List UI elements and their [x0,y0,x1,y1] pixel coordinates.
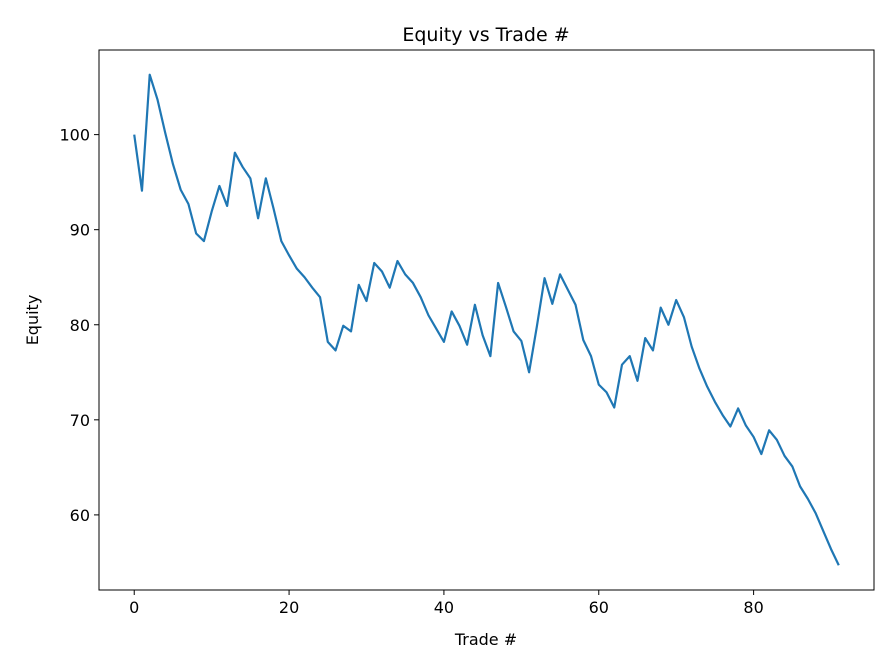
x-tick-label: 80 [743,598,763,617]
y-tick-label: 80 [70,316,90,335]
line-series [133,73,840,566]
x-tick-label: 20 [279,598,299,617]
y-tick-label: 70 [70,411,90,430]
x-tick-label: 40 [434,598,454,617]
x-tick-label: 60 [589,598,609,617]
x-axis-label: Trade # [454,630,517,649]
x-tick-label: 0 [129,598,139,617]
y-tick-label: 100 [59,126,90,145]
y-tick-label: 90 [70,221,90,240]
plot-frame [98,49,875,591]
chart-title: Equity vs Trade # [402,24,569,46]
y-tick-label: 60 [70,506,90,525]
y-axis-label: Equity [23,295,42,346]
